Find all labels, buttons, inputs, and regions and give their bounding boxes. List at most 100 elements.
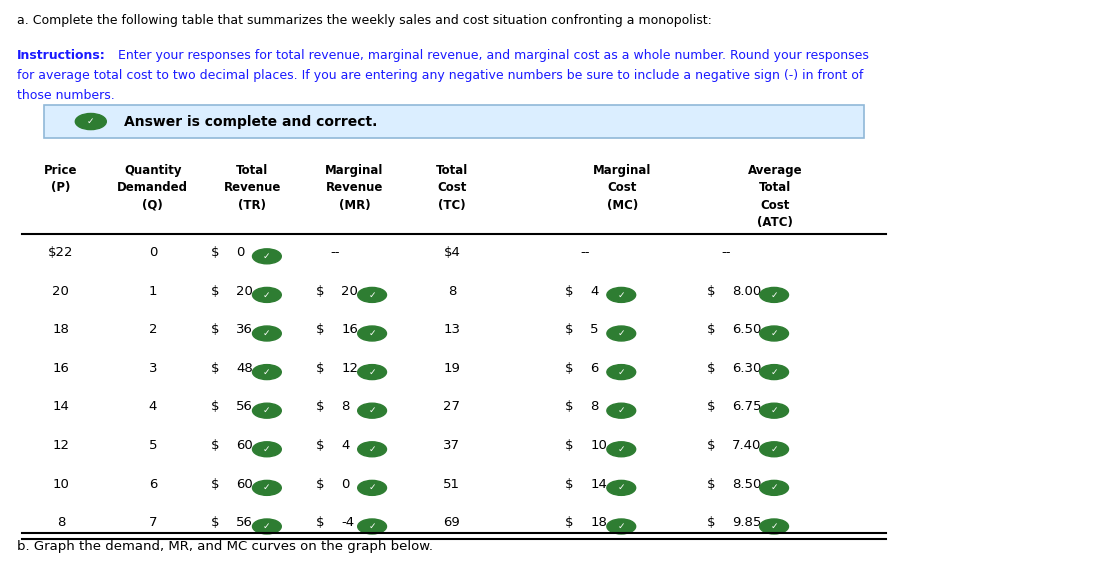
Text: ✓: ✓ <box>263 367 270 377</box>
Circle shape <box>253 480 281 495</box>
Text: (Q): (Q) <box>143 199 163 212</box>
Text: $: $ <box>565 516 573 529</box>
Text: 27: 27 <box>443 400 460 414</box>
Text: (MC): (MC) <box>607 199 638 212</box>
Text: ✓: ✓ <box>617 367 625 377</box>
Text: ✓: ✓ <box>770 329 778 338</box>
Circle shape <box>253 403 281 418</box>
Text: ✓: ✓ <box>368 290 376 300</box>
Circle shape <box>253 442 281 457</box>
Text: ✓: ✓ <box>263 329 270 338</box>
Text: ✓: ✓ <box>368 445 376 454</box>
Text: 8.50: 8.50 <box>732 478 761 491</box>
Text: $: $ <box>316 439 325 452</box>
Text: b. Graph the demand, MR, and MC curves on the graph below.: b. Graph the demand, MR, and MC curves o… <box>17 540 432 553</box>
Text: $: $ <box>707 478 715 491</box>
Text: 69: 69 <box>443 516 460 529</box>
Text: a. Complete the following table that summarizes the weekly sales and cost situat: a. Complete the following table that sum… <box>17 14 711 28</box>
Circle shape <box>358 519 387 534</box>
Text: --: -- <box>721 246 731 259</box>
Text: 56: 56 <box>236 400 253 414</box>
Text: 60: 60 <box>236 439 253 452</box>
Text: $: $ <box>707 285 715 298</box>
Text: 0: 0 <box>236 246 244 259</box>
Text: ✓: ✓ <box>263 252 270 261</box>
Circle shape <box>607 519 636 534</box>
Text: ✓: ✓ <box>770 522 778 531</box>
Circle shape <box>253 249 281 264</box>
Text: ✓: ✓ <box>368 522 376 531</box>
Text: ✓: ✓ <box>617 406 625 415</box>
Text: (MR): (MR) <box>339 199 370 212</box>
Text: $4: $4 <box>443 246 460 259</box>
Text: $: $ <box>316 400 325 414</box>
Text: 20: 20 <box>52 285 70 298</box>
Text: Total: Total <box>435 164 468 177</box>
Circle shape <box>760 326 789 341</box>
Circle shape <box>760 480 789 495</box>
Text: --: -- <box>579 246 589 259</box>
Text: 19: 19 <box>443 362 460 375</box>
Text: 7.40: 7.40 <box>732 439 761 452</box>
Text: ✓: ✓ <box>770 290 778 300</box>
Text: 10: 10 <box>52 478 70 491</box>
Circle shape <box>760 403 789 418</box>
Text: 13: 13 <box>443 323 460 336</box>
Text: ✓: ✓ <box>263 483 270 492</box>
Text: 8.00: 8.00 <box>732 285 761 298</box>
Circle shape <box>358 287 387 302</box>
Text: $: $ <box>211 478 219 491</box>
Text: ✓: ✓ <box>368 406 376 415</box>
Text: ✓: ✓ <box>770 445 778 454</box>
Circle shape <box>607 403 636 418</box>
Text: (P): (P) <box>51 181 71 195</box>
Text: $: $ <box>565 323 573 336</box>
Text: 6: 6 <box>591 362 598 375</box>
Text: $22: $22 <box>48 246 73 259</box>
Circle shape <box>75 113 106 130</box>
Text: 10: 10 <box>591 439 607 452</box>
Text: 20: 20 <box>341 285 358 298</box>
Text: 51: 51 <box>443 478 460 491</box>
Text: ✓: ✓ <box>617 483 625 492</box>
Text: 48: 48 <box>236 362 253 375</box>
Text: 6.75: 6.75 <box>732 400 761 414</box>
Text: $: $ <box>316 478 325 491</box>
Circle shape <box>358 403 387 418</box>
Text: ✓: ✓ <box>368 483 376 492</box>
Text: 8: 8 <box>57 516 65 529</box>
Text: Total: Total <box>759 181 791 195</box>
Text: $: $ <box>316 285 325 298</box>
Text: Revenue: Revenue <box>326 181 383 195</box>
Circle shape <box>607 365 636 380</box>
Text: $: $ <box>707 362 715 375</box>
Circle shape <box>358 365 387 380</box>
Text: ✓: ✓ <box>617 522 625 531</box>
Circle shape <box>607 480 636 495</box>
Circle shape <box>253 365 281 380</box>
Text: 3: 3 <box>148 362 157 375</box>
Text: ✓: ✓ <box>368 329 376 338</box>
Text: 4: 4 <box>148 400 157 414</box>
Text: 14: 14 <box>52 400 70 414</box>
Text: $: $ <box>211 323 219 336</box>
Text: 16: 16 <box>341 323 358 336</box>
Text: 4: 4 <box>341 439 349 452</box>
Text: ✓: ✓ <box>368 367 376 377</box>
Circle shape <box>607 326 636 341</box>
Text: ✓: ✓ <box>617 329 625 338</box>
Text: $: $ <box>211 516 219 529</box>
Text: 56: 56 <box>236 516 253 529</box>
Text: 18: 18 <box>52 323 70 336</box>
Text: Cost: Cost <box>607 181 637 195</box>
Text: Demanded: Demanded <box>117 181 188 195</box>
Text: $: $ <box>565 439 573 452</box>
Text: 0: 0 <box>148 246 157 259</box>
Text: $: $ <box>316 323 325 336</box>
Text: 20: 20 <box>236 285 253 298</box>
Text: --: -- <box>331 246 340 259</box>
Text: 9.85: 9.85 <box>732 516 761 529</box>
Text: Total: Total <box>236 164 268 177</box>
Text: 8: 8 <box>591 400 598 414</box>
Text: ✓: ✓ <box>617 290 625 300</box>
